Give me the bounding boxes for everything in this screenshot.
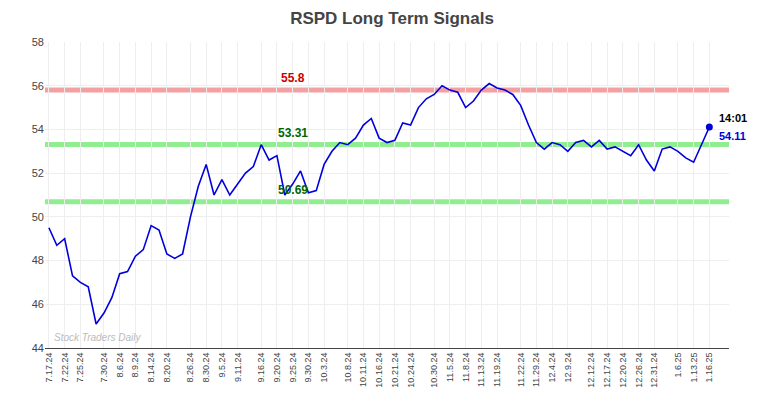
svg-text:53.31: 53.31 [278,126,308,140]
svg-text:11.8.24: 11.8.24 [461,353,471,382]
svg-text:46: 46 [32,298,44,310]
svg-text:1.16.25: 1.16.25 [704,353,714,383]
svg-text:12.31.24: 12.31.24 [649,353,659,388]
svg-text:10.3.24: 10.3.24 [319,353,329,383]
svg-text:11.22.24: 11.22.24 [516,353,526,387]
svg-text:RSPD Long Term Signals: RSPD Long Term Signals [290,9,494,28]
svg-text:58: 58 [32,36,44,48]
svg-text:55.8: 55.8 [281,71,305,85]
svg-text:11.19.24: 11.19.24 [492,353,502,387]
svg-text:9.5.24: 9.5.24 [217,353,227,378]
svg-text:7.17.24: 7.17.24 [44,353,54,383]
svg-text:10.21.24: 10.21.24 [390,353,400,388]
svg-text:8.9.24: 8.9.24 [130,353,140,378]
svg-text:12.26.24: 12.26.24 [634,353,644,388]
svg-text:12.17.24: 12.17.24 [602,353,612,388]
svg-text:44: 44 [32,342,44,354]
svg-text:50: 50 [32,211,44,223]
svg-text:Stock Traders Daily: Stock Traders Daily [54,332,142,343]
svg-text:10.11.24: 10.11.24 [358,353,368,387]
svg-text:8.6.24: 8.6.24 [115,353,125,378]
svg-text:54: 54 [32,123,44,135]
svg-text:7.30.24: 7.30.24 [99,353,109,383]
svg-text:1.6.25: 1.6.25 [673,353,683,378]
svg-text:11.5.24: 11.5.24 [445,353,455,382]
svg-text:52: 52 [32,167,44,179]
svg-text:7.22.24: 7.22.24 [60,353,70,383]
svg-text:9.20.24: 9.20.24 [272,353,282,383]
svg-text:56: 56 [32,80,44,92]
svg-text:12.4.24: 12.4.24 [547,353,557,383]
svg-text:9.25.24: 9.25.24 [288,353,298,383]
svg-text:48: 48 [32,254,44,266]
svg-text:11.13.24: 11.13.24 [476,353,486,387]
svg-text:12.12.24: 12.12.24 [586,353,596,388]
svg-text:12.9.24: 12.9.24 [563,353,573,383]
svg-text:10.30.24: 10.30.24 [429,353,439,388]
svg-text:10.24.24: 10.24.24 [406,353,416,388]
svg-text:1.13.25: 1.13.25 [689,353,699,383]
svg-text:8.14.24: 8.14.24 [146,353,156,383]
svg-text:8.26.24: 8.26.24 [185,353,195,383]
svg-text:14:01: 14:01 [719,112,747,124]
svg-text:50.69: 50.69 [278,183,308,197]
svg-text:12.20.24: 12.20.24 [618,353,628,388]
svg-text:8.20.24: 8.20.24 [162,353,172,383]
svg-text:10.16.24: 10.16.24 [374,353,384,388]
svg-text:8.30.24: 8.30.24 [201,353,211,383]
svg-text:9.30.24: 9.30.24 [303,353,313,383]
svg-text:9.11.24: 9.11.24 [233,353,243,382]
svg-text:11.29.24: 11.29.24 [531,353,541,387]
svg-text:9.16.24: 9.16.24 [256,353,266,383]
svg-text:54.11: 54.11 [719,130,746,142]
svg-text:7.25.24: 7.25.24 [75,353,85,383]
svg-text:10.8.24: 10.8.24 [343,353,353,383]
